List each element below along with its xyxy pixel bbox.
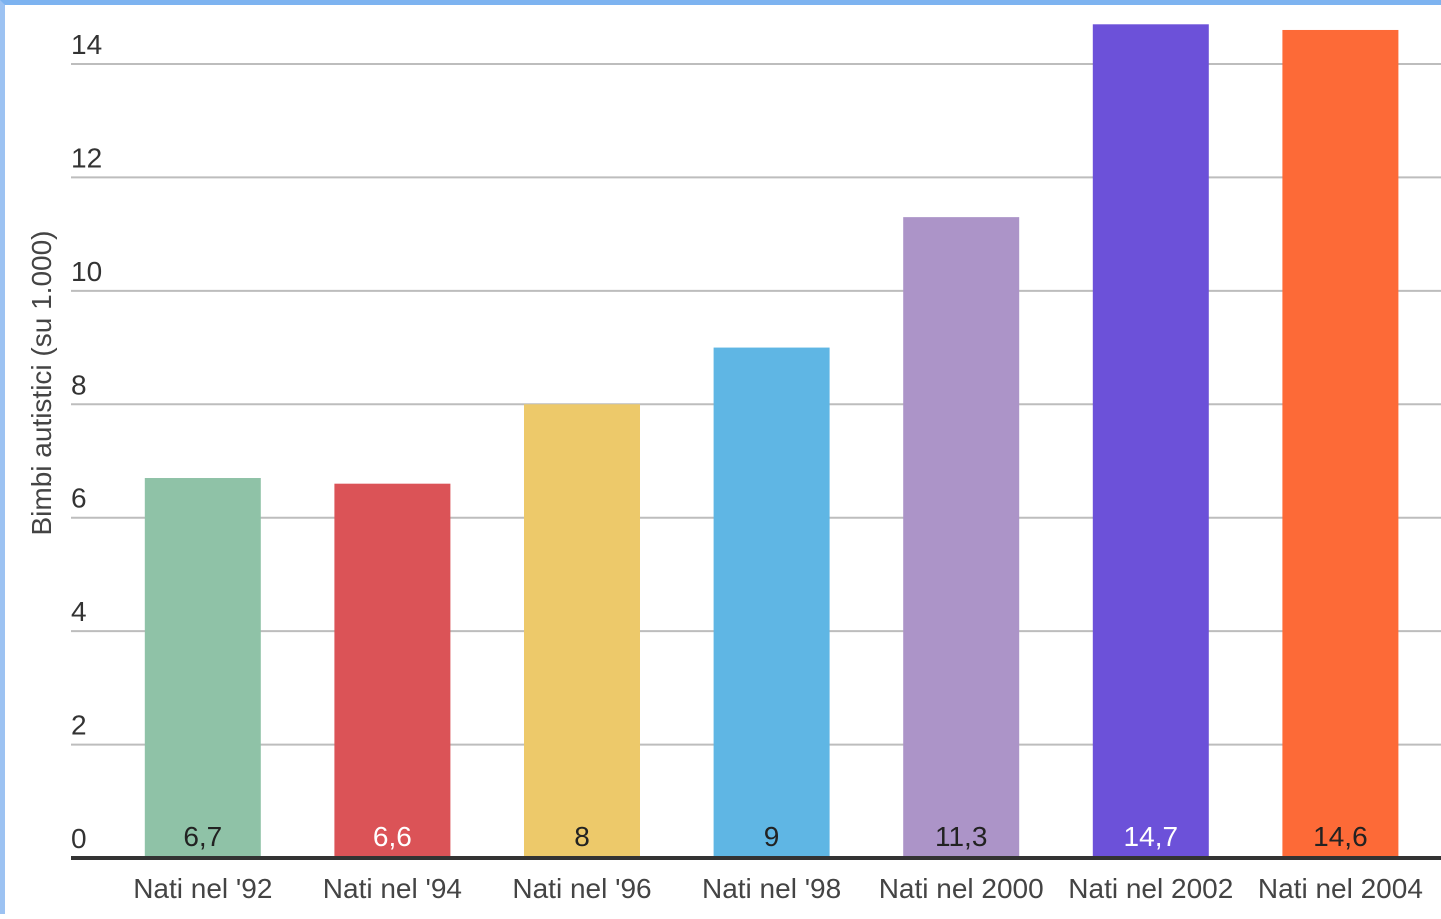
y-tick-label: 10 — [71, 256, 102, 287]
bar — [334, 483, 451, 858]
y-tick-label: 4 — [71, 596, 87, 627]
x-category-label: Nati nel 2002 — [1068, 873, 1233, 904]
x-category-label: Nati nel '98 — [702, 873, 841, 904]
bar — [903, 217, 1020, 859]
y-tick-label: 6 — [71, 483, 87, 514]
y-tick-label: 8 — [71, 369, 87, 400]
data-label: 6,7 — [183, 821, 222, 852]
bar — [144, 478, 261, 858]
bar — [1282, 29, 1399, 858]
data-label: 6,6 — [373, 821, 412, 852]
x-category-label: Nati nel 2004 — [1258, 873, 1423, 904]
y-axis-title: Bimbi autistici (su 1.000) — [26, 230, 57, 535]
data-label: 11,3 — [935, 821, 987, 852]
bar — [1092, 24, 1209, 859]
data-label: 9 — [764, 821, 780, 852]
data-label: 14,6 — [1313, 821, 1368, 852]
data-label: 8 — [574, 821, 590, 852]
bar-chart: 0 2 4 6 8 10 12 14 6,7 Nati nel '92 6,6 Nati nel '9… — [26, 24, 1441, 904]
y-tick-label: 14 — [71, 29, 102, 60]
y-tick-label: 12 — [71, 142, 102, 173]
x-category-label: Nati nel '94 — [323, 873, 462, 904]
y-tick-label: 2 — [71, 710, 87, 741]
y-tick-label: 0 — [71, 823, 87, 854]
bar — [713, 347, 830, 858]
bar — [524, 404, 640, 858]
data-label: 14,7 — [1124, 821, 1179, 852]
x-category-label: Nati nel '92 — [133, 873, 272, 904]
x-category-label: Nati nel '96 — [512, 873, 651, 904]
x-category-label: Nati nel 2000 — [879, 873, 1044, 904]
